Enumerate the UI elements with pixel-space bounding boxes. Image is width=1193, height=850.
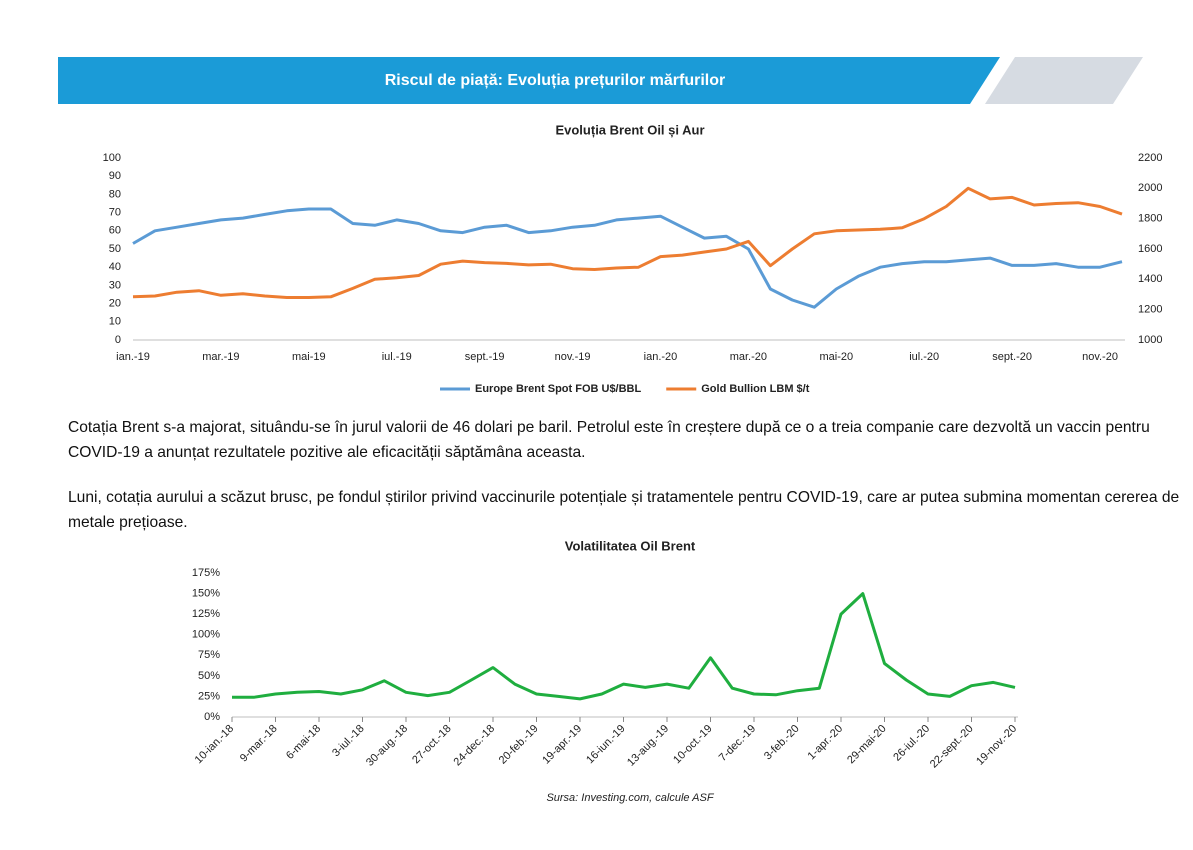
x-tick-label: 10-ian.-18 [193,723,237,767]
y-tick-label: 10 [109,316,121,328]
x-tick-label: 20-feb.-19 [497,723,541,767]
x-tick-label: iul.-19 [382,351,412,363]
y-tick-label: 40 [109,261,121,273]
y2-tick-label: 1400 [1138,273,1162,285]
y-tick-label: 100 [103,152,121,164]
y-tick-label: 0% [204,711,220,723]
x-tick-label: ian.-20 [644,351,678,363]
x-tick-label: mar.-19 [202,351,239,363]
y-tick-label: 0 [115,334,121,346]
legend-label: Gold Bullion LBM $/t [701,383,809,395]
source: Sursa: Investing.com, calcule ASF [546,792,714,804]
x-tick-label: 22-sept.-20 [928,723,976,771]
x-tick-label: nov.-20 [1082,351,1118,363]
y-tick-label: 175% [192,567,220,579]
x-tick-label: 29-mai-20 [845,723,889,767]
x-tick-label: ian.-19 [116,351,150,363]
y-tick-label: 20 [109,298,121,310]
y2-tick-label: 2200 [1138,152,1162,164]
y2-tick-label: 1200 [1138,304,1162,316]
header-title: Riscul de piață: Evoluția prețurilor măr… [385,72,726,89]
x-tick-label: 7-dec.-19 [717,723,758,764]
x-tick-label: 9-mar.-18 [238,723,280,765]
y-tick-label: 25% [198,690,220,702]
x-tick-label: sept.-20 [992,351,1032,363]
x-tick-label: 19-apr.-19 [540,723,584,767]
y2-tick-label: 2000 [1138,182,1162,194]
x-tick-label: 10-oct.-19 [671,723,715,767]
x-tick-label: nov.-19 [555,351,591,363]
y-tick-label: 150% [192,587,220,599]
y-tick-label: 60 [109,225,121,237]
x-tick-label: iul.-20 [909,351,939,363]
x-tick-label: mar.-20 [730,351,767,363]
x-tick-label: 19-nov.-20 [974,723,1019,768]
y-tick-label: 80 [109,188,121,200]
header-band [58,57,1000,104]
x-tick-label: 26-iul.-20 [891,723,932,764]
x-tick-label: mai-20 [819,351,853,363]
x-tick-label: 3-feb.-20 [762,723,802,763]
y-tick-label: 90 [109,170,121,182]
chart-title: Evoluția Brent Oil și Aur [555,122,704,137]
x-tick-label: 6-mai-18 [284,723,323,762]
y-tick-label: 100% [192,629,220,641]
data-line [132,207,1123,309]
x-tick-label: 27-oct.-18 [410,723,454,767]
paragraph: Cotația Brent s-a majorat, situându-se î… [68,419,1150,461]
y-tick-label: 75% [198,649,220,661]
y-tick-label: 30 [109,279,121,291]
data-line [132,186,1123,299]
y-tick-label: 50% [198,670,220,682]
x-tick-label: 24-dec.-18 [452,723,498,769]
y2-tick-label: 1800 [1138,213,1162,225]
x-tick-label: 30-aug.-18 [364,723,410,769]
x-tick-label: 16-iun.-19 [584,723,628,767]
y2-tick-label: 1600 [1138,243,1162,255]
data-line [232,592,1016,701]
y-tick-label: 125% [192,608,220,620]
x-tick-label: 3-iul.-18 [330,723,367,760]
x-tick-label: 13-aug.-19 [625,723,671,769]
header-accent [985,57,1143,104]
y2-tick-label: 1000 [1138,334,1162,346]
chart-title: Volatilitatea Oil Brent [565,538,696,553]
y-tick-label: 50 [109,243,121,255]
x-tick-label: sept.-19 [465,351,505,363]
paragraph: Luni, cotația aurului a scăzut brusc, pe… [68,489,1180,531]
x-tick-label: 1-apr.-20 [806,723,846,763]
legend-label: Europe Brent Spot FOB U$/BBL [475,383,642,395]
x-tick-label: mai-19 [292,351,326,363]
y-tick-label: 70 [109,207,121,219]
